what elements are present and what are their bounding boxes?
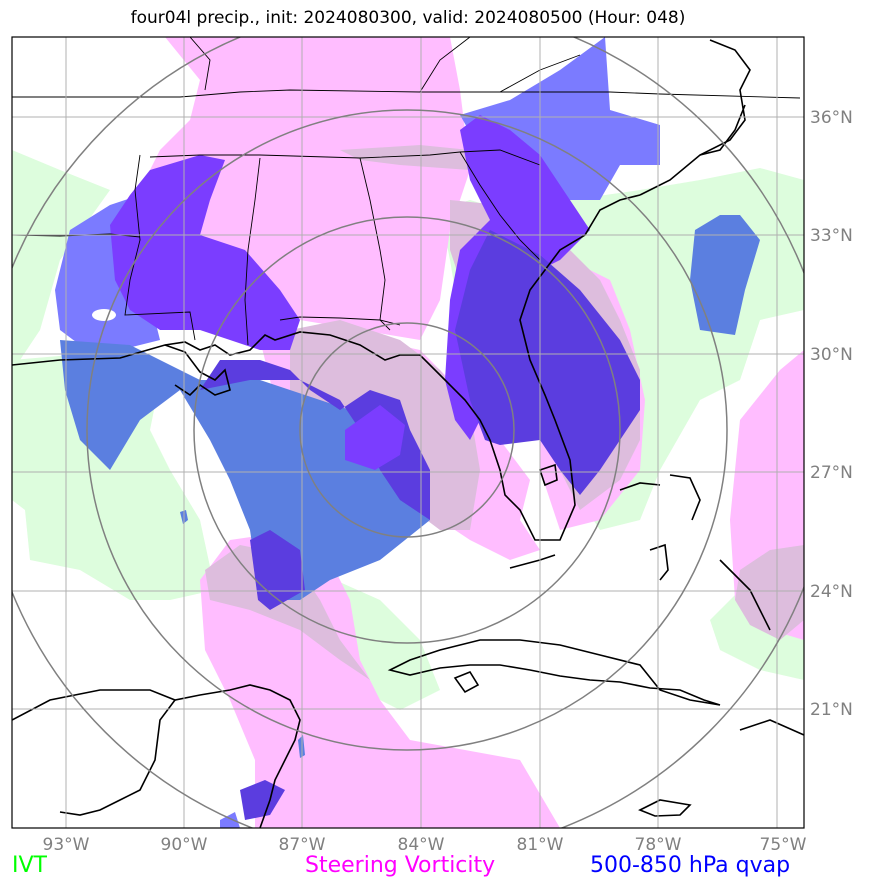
ivt-region-gulf-west — [12, 350, 215, 600]
overlap-region-south — [205, 545, 370, 680]
qvap-fields — [55, 37, 760, 828]
isle-of-youth — [453, 671, 480, 694]
qvap-dark-yucatan — [240, 780, 285, 820]
qvap-gap — [92, 309, 116, 321]
ivt-region-west — [12, 150, 110, 360]
lon-label: 75°W — [760, 835, 807, 855]
state-border-9 — [189, 37, 211, 91]
qvap-medium-gulf — [60, 340, 430, 600]
state-border-4 — [124, 154, 196, 341]
qvap-darkest-south — [250, 530, 305, 610]
lon-label: 84°W — [398, 835, 445, 855]
yucatan-west — [59, 699, 176, 816]
coastlines — [12, 39, 804, 828]
range-ring-1 — [299, 322, 515, 538]
lat-label: 24°N — [810, 582, 853, 602]
lon-label: 87°W — [279, 835, 326, 855]
qvap-dark-center — [345, 405, 405, 470]
legend-steering-vorticity: Steering Vorticity — [305, 853, 496, 878]
lon-label: 93°W — [43, 835, 90, 855]
state-border-5 — [244, 157, 261, 346]
bahamas-3 — [649, 543, 669, 581]
state-border-6 — [359, 157, 391, 331]
legend-ivt: IVT — [12, 853, 47, 878]
qvap-dark-north — [110, 155, 300, 350]
gulf-coast-us — [12, 194, 641, 541]
hispaniola-coast — [739, 719, 804, 736]
overlap-region-ne — [340, 145, 470, 170]
lat-label: 36°N — [810, 108, 853, 128]
lat-label: 33°N — [810, 226, 853, 246]
range-ring-3 — [86, 109, 728, 751]
gulf-coast-la — [164, 344, 231, 397]
overlap-region-east — [735, 545, 804, 640]
legend-qvap: 500-850 hPa qvap — [590, 853, 791, 878]
mexico-coast — [12, 684, 301, 828]
us-atlantic-coast-north — [639, 39, 751, 196]
lon-label: 81°W — [517, 835, 564, 855]
bahamas-4 — [719, 559, 771, 631]
lat-label: 21°N — [810, 700, 853, 720]
lake-okeechobee — [538, 463, 558, 487]
florida-keys — [509, 554, 556, 569]
jamaica-coast — [638, 799, 692, 817]
qvap-medium-atlantic — [690, 215, 760, 335]
state-border-7 — [279, 316, 401, 326]
bahamas-1 — [619, 482, 661, 491]
map-frame — [11, 36, 805, 829]
range-ring-2 — [193, 216, 621, 644]
state-border-8 — [459, 151, 541, 261]
lon-label: 78°W — [635, 835, 682, 855]
lat-tick-labels: 36°N 33°N 30°N 27°N 24°N 21°N — [810, 108, 853, 720]
map-title: four04l precip., init: 2024080300, valid… — [130, 8, 686, 28]
lon-label: 90°W — [161, 835, 208, 855]
qvap-dark-yucatan-2 — [220, 812, 240, 828]
bahamas-2 — [669, 474, 701, 521]
lat-label: 30°N — [810, 345, 853, 365]
gridlines — [12, 37, 804, 828]
state-border-2 — [149, 149, 541, 166]
cuba-coast — [387, 639, 721, 706]
lat-label: 27°N — [810, 463, 853, 483]
range-rings — [12, 37, 804, 828]
lon-tick-labels: 93°W 90°W 87°W 84°W 81°W 78°W 75°W — [43, 835, 807, 855]
qvap-darkest-gulf — [200, 360, 430, 520]
qvap-darkest-fl — [455, 230, 640, 495]
state-border-10 — [419, 37, 471, 93]
